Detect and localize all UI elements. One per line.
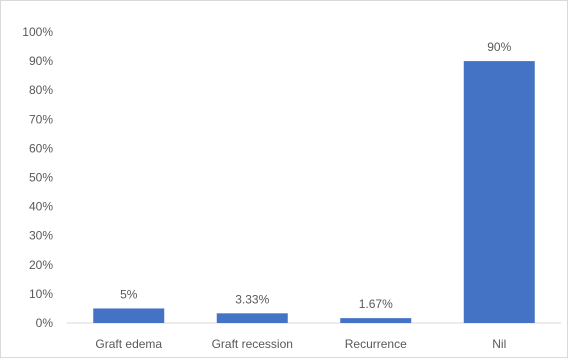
bar: [216, 313, 288, 323]
y-tick-label: 20%: [29, 258, 53, 272]
y-tick-label: 10%: [29, 287, 53, 301]
y-tick-label: 70%: [29, 112, 53, 126]
y-tick-label: 40%: [29, 200, 53, 214]
y-tick-label: 90%: [29, 54, 53, 68]
x-axis-category-labels: Graft edema Graft recession Recurrence Nil: [95, 337, 506, 351]
data-label: 3.33%: [235, 292, 269, 306]
data-label: 1.67%: [359, 297, 393, 311]
data-label: 5%: [120, 287, 138, 301]
category-label: Graft edema: [95, 337, 162, 351]
y-tick-label: 30%: [29, 229, 53, 243]
category-label: Graft recession: [212, 337, 293, 351]
bar-chart: 0% 10% 20% 30% 40% 50% 60% 70% 80% 90% 100% 5% 3.33…: [22, 25, 561, 351]
y-tick-label: 60%: [29, 141, 53, 155]
data-label: 90%: [487, 40, 511, 54]
bar: [93, 308, 165, 323]
data-labels: 5% 3.33% 1.67% 90%: [120, 40, 512, 311]
y-tick-label: 0%: [36, 316, 54, 330]
category-label: Recurrence: [345, 337, 407, 351]
y-tick-label: 100%: [22, 25, 53, 39]
y-tick-label: 50%: [29, 171, 53, 185]
y-axis-tick-labels: 0% 10% 20% 30% 40% 50% 60% 70% 80% 90% 100%: [22, 25, 53, 330]
bar: [340, 318, 412, 323]
bar: [463, 61, 535, 323]
bars: [93, 61, 535, 323]
category-label: Nil: [492, 337, 506, 351]
y-tick-label: 80%: [29, 83, 53, 97]
